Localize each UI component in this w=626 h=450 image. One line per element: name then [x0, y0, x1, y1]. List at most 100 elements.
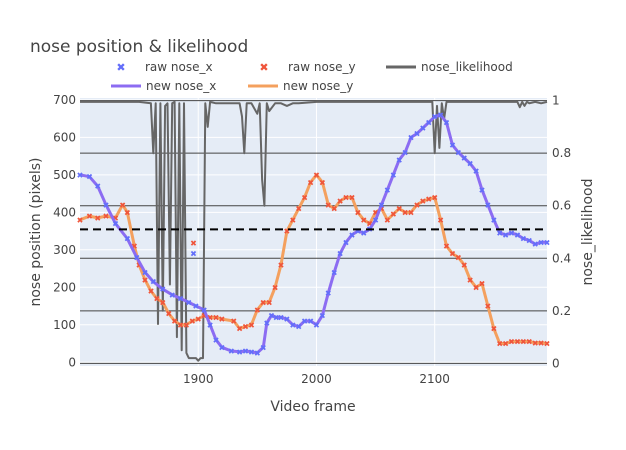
- data-point-new-nose-x: ✖: [473, 167, 480, 176]
- data-point-new-nose-y: ✖: [479, 280, 486, 289]
- data-point-new-nose-x: ✖: [313, 321, 320, 330]
- data-point-new-nose-x: ✖: [402, 148, 409, 157]
- data-point-new-nose-y: ✖: [337, 197, 344, 206]
- data-point-new-nose-x: ✖: [485, 201, 492, 210]
- data-point-new-nose-x: ✖: [544, 238, 551, 247]
- data-point-new-nose-x: ✖: [467, 160, 474, 169]
- data-point-new-nose-x: ✖: [526, 236, 533, 245]
- y2-axis-title: nose_likelihood: [580, 178, 596, 285]
- data-point-new-nose-x: ✖: [420, 124, 427, 133]
- data-point-new-nose-x: ✖: [461, 154, 468, 163]
- x-axis-title: Video frame: [270, 399, 355, 415]
- data-point-new-nose-x: ✖: [354, 227, 361, 236]
- data-point-new-nose-y: ✖: [384, 216, 391, 225]
- data-point-new-nose-x: ✖: [124, 235, 131, 244]
- legend-item-nose-likelihood[interactable]: nose_likelihood: [386, 60, 513, 74]
- data-point-new-nose-y: ✖: [508, 338, 515, 347]
- legend-item-new-nose-y[interactable]: new nose_y: [248, 79, 353, 93]
- data-point-new-nose-y: ✖: [532, 339, 539, 348]
- data-point-new-nose-x: ✖: [343, 238, 350, 247]
- chart-title: nose position & likelihood: [30, 37, 248, 57]
- data-point-new-nose-y: ✖: [390, 210, 397, 219]
- legend-item-raw-nose-y[interactable]: ✖ raw nose_y: [259, 60, 355, 74]
- data-point-new-nose-y: ✖: [219, 315, 226, 324]
- legend-item-new-nose-x[interactable]: new nose_x: [111, 79, 216, 93]
- legend-label-raw-nose-y: raw nose_y: [288, 60, 356, 74]
- data-point-new-nose-x: ✖: [228, 347, 235, 356]
- data-point-new-nose-y: ✖: [514, 338, 521, 347]
- data-point-new-nose-x: ✖: [532, 240, 539, 249]
- data-point-new-nose-x: ✖: [443, 118, 450, 127]
- data-point-new-nose-x: ✖: [455, 148, 462, 157]
- data-point-new-nose-x: ✖: [248, 348, 255, 357]
- legend[interactable]: ✖ raw nose_x ✖ raw nose_y nose_likelihoo…: [111, 60, 513, 93]
- data-point-new-nose-y: ✖: [402, 208, 409, 217]
- legend-label-nose-likelihood: nose_likelihood: [421, 60, 513, 74]
- legend-label-new-nose-x: new nose_x: [146, 79, 216, 93]
- data-point-new-nose-y: ✖: [230, 317, 237, 326]
- data-point-new-nose-y: ✖: [420, 197, 427, 206]
- y-tick-label: 700: [53, 93, 76, 107]
- data-point-new-nose-y: ✖: [396, 205, 403, 214]
- data-point-new-nose-y: ✖: [538, 339, 545, 348]
- data-point-new-nose-y: ✖: [437, 216, 444, 225]
- y2-tick-label: 1: [552, 94, 560, 108]
- data-point-new-nose-x: ✖: [254, 349, 261, 358]
- data-point-new-nose-y: ✖: [148, 287, 155, 296]
- data-point-new-nose-x: ✖: [319, 311, 326, 320]
- data-point-new-nose-x: ✖: [219, 343, 226, 352]
- data-point-new-nose-y: ✖: [103, 212, 110, 221]
- data-point-new-nose-y: ✖: [455, 253, 462, 262]
- data-point-new-nose-x: ✖: [425, 118, 432, 127]
- data-point-new-nose-y: ✖: [408, 208, 415, 217]
- data-point-new-nose-x: ✖: [142, 268, 149, 277]
- data-point-new-nose-y: ✖: [207, 313, 214, 322]
- y-tick-label: 200: [53, 280, 76, 294]
- data-point-new-nose-y: ✖: [94, 214, 101, 223]
- data-point-new-nose-y: ✖: [343, 193, 350, 202]
- data-point-new-nose-y: ✖: [112, 214, 119, 223]
- y2-tick-label: 0.8: [552, 146, 571, 160]
- data-point-new-nose-y: ✖: [136, 261, 143, 270]
- data-point-new-nose-x: ✖: [201, 306, 208, 315]
- data-point-new-nose-y: ✖: [485, 302, 492, 311]
- x-marker-icon: ✖: [116, 61, 125, 74]
- data-point-new-nose-x: ✖: [133, 253, 140, 262]
- data-point-new-nose-x: ✖: [185, 298, 192, 307]
- data-point-new-nose-y: ✖: [378, 205, 385, 214]
- data-point-new-nose-x: ✖: [408, 133, 415, 142]
- data-point-new-nose-x: ✖: [349, 231, 356, 240]
- data-point-new-nose-x: ✖: [390, 171, 397, 180]
- data-point-new-nose-y: ✖: [272, 283, 279, 292]
- data-point-new-nose-y: ✖: [278, 261, 285, 270]
- data-point-new-nose-x: ✖: [337, 250, 344, 259]
- data-point-new-nose-y: ✖: [119, 201, 126, 210]
- y-tick-label: 100: [53, 318, 76, 332]
- data-point-new-nose-y: ✖: [520, 338, 527, 347]
- data-point-new-nose-x: ✖: [360, 229, 367, 238]
- data-point-new-nose-x: ✖: [325, 289, 332, 298]
- data-point-new-nose-x: ✖: [384, 186, 391, 195]
- data-point-new-nose-y: ✖: [131, 242, 138, 251]
- data-point-new-nose-x: ✖: [289, 321, 296, 330]
- data-point-new-nose-x: ✖: [502, 231, 509, 240]
- legend-label-new-nose-y: new nose_y: [283, 79, 353, 93]
- data-point-new-nose-y: ✖: [325, 201, 332, 210]
- data-point-new-nose-y: ✖: [360, 216, 367, 225]
- data-point-new-nose-x: ✖: [520, 235, 527, 244]
- data-point-new-nose-y: ✖: [331, 205, 338, 214]
- data-point-new-nose-y: ✖: [77, 216, 84, 225]
- data-point-new-nose-x: ✖: [169, 291, 176, 300]
- y-tick-label: 0: [68, 355, 76, 369]
- data-point-new-nose-x: ✖: [263, 319, 270, 328]
- data-point-new-nose-y: ✖: [189, 317, 196, 326]
- data-point-new-nose-x: ✖: [414, 130, 421, 139]
- data-point-new-nose-x: ✖: [331, 268, 338, 277]
- data-point-new-nose-y: ✖: [295, 205, 302, 214]
- data-point-new-nose-y: ✖: [86, 212, 93, 221]
- legend-item-raw-nose-x[interactable]: ✖ raw nose_x: [116, 60, 212, 74]
- data-point-new-nose-y: ✖: [431, 193, 438, 202]
- data-point-new-nose-y: ✖: [201, 311, 208, 320]
- data-point-new-nose-y: ✖: [213, 313, 220, 322]
